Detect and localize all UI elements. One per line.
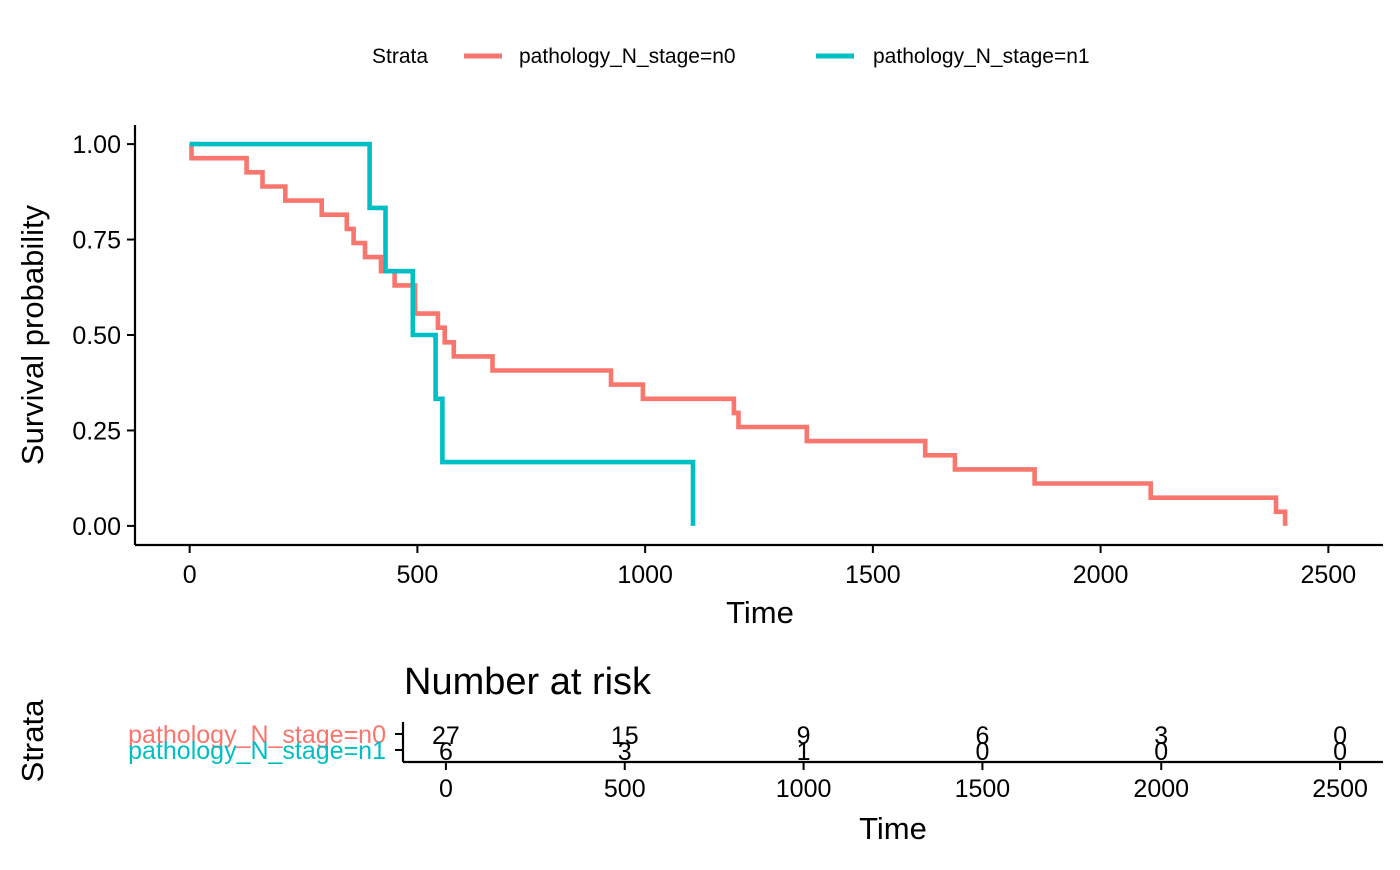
survival-curve-n1 [189, 141, 696, 526]
risk-row-label: pathology_N_stage=n0 [128, 721, 386, 749]
y-axis-ticks: 0.00 0.25 0.50 0.75 1.00 [72, 131, 135, 541]
risk-x-tick-label: 500 [604, 775, 646, 803]
y-tick-label: 0.50 [72, 322, 121, 350]
risk-count: 6 [439, 738, 453, 766]
risk-x-axis-title: Time [859, 811, 927, 846]
risk-count: 15 [611, 722, 639, 750]
x-axis-ticks: 0 500 1000 1500 2000 2500 [183, 545, 1356, 589]
risk-count: 6 [975, 722, 989, 750]
legend-label-n1: pathology_N_stage=n1 [873, 45, 1090, 68]
risk-x-tick-label: 2000 [1133, 775, 1189, 803]
y-tick-label: 0.75 [72, 227, 121, 255]
risk-count: 3 [1154, 722, 1168, 750]
risk-count: 0 [1333, 722, 1347, 750]
legend-label-n0: pathology_N_stage=n0 [519, 45, 736, 68]
risk-table: Number at risk pathology_N_stage=n0 27 15 9… [15, 661, 1383, 846]
risk-x-axis-ticks: 0 500 1000 1500 2000 2500 [439, 762, 1368, 803]
risk-count: 1 [797, 738, 811, 766]
survival-plot: 0.00 0.25 0.50 0.75 1.00 0 500 1000 1500 2000 250… [15, 125, 1383, 630]
y-tick-label: 0.00 [72, 513, 121, 541]
risk-count: 27 [432, 722, 460, 750]
survival-curves [189, 141, 1288, 526]
y-axis-title: Survival probability [15, 204, 50, 465]
x-axis-title: Time [726, 595, 794, 630]
survival-curve-n0 [189, 141, 1288, 526]
risk-table-title: Number at risk [404, 661, 652, 703]
risk-count: 0 [1154, 738, 1168, 766]
risk-count: 0 [975, 738, 989, 766]
x-tick-label: 1000 [617, 561, 673, 589]
y-tick-label: 0.25 [72, 417, 121, 445]
risk-row-label: pathology_N_stage=n1 [128, 737, 386, 765]
risk-x-tick-label: 2500 [1312, 775, 1368, 803]
risk-x-tick-label: 0 [439, 775, 453, 803]
risk-x-tick-label: 1500 [955, 775, 1011, 803]
risk-count: 9 [797, 722, 811, 750]
legend: Strata pathology_N_stage=n0 pathology_N_… [372, 45, 1090, 68]
x-tick-label: 2000 [1073, 561, 1129, 589]
risk-count: 0 [1333, 738, 1347, 766]
legend-title: Strata [372, 45, 428, 68]
x-tick-label: 1500 [845, 561, 901, 589]
x-tick-label: 500 [397, 561, 439, 589]
risk-y-axis-title: Strata [15, 699, 50, 782]
risk-rows: pathology_N_stage=n0 27 15 9 6 3 0pathology_N_… [128, 721, 1347, 766]
y-tick-label: 1.00 [72, 131, 121, 159]
x-tick-label: 0 [183, 561, 197, 589]
risk-x-tick-label: 1000 [776, 775, 832, 803]
risk-count: 3 [618, 738, 632, 766]
x-tick-label: 2500 [1301, 561, 1357, 589]
